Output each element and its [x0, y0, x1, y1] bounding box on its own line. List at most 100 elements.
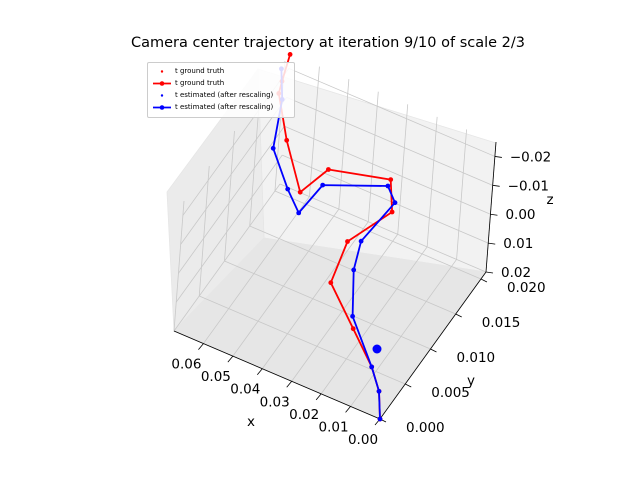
x-gridline-floor [350, 259, 457, 407]
z-tick-mark [485, 271, 494, 274]
x-tick-mark [227, 355, 234, 363]
x-tick-mark [198, 343, 204, 350]
trajectory-point [326, 167, 331, 172]
trajectory-point [369, 364, 375, 370]
trajectory-point [358, 238, 364, 244]
trajectory-point [284, 137, 290, 143]
legend-item-gt-points: t ground truth [151, 66, 295, 77]
trajectory-line [272, 68, 396, 420]
z-tick-mark [488, 242, 496, 245]
trajectory-point [328, 280, 334, 286]
z-gridline-back [282, 154, 489, 244]
trajectory-start-point [372, 344, 382, 354]
trajectory-point [345, 239, 350, 244]
y-tick-label: 0.010 [456, 350, 495, 366]
x-gridline-back [426, 116, 438, 247]
trajectory-point [388, 177, 394, 183]
z-tick-mark [494, 156, 502, 158]
legend: t ground truth t ground truth t estimate… [147, 62, 295, 118]
trajectory-point [287, 52, 293, 57]
grid-lines [173, 60, 497, 420]
trajectory-point [385, 183, 391, 189]
y-tick-label: 0.005 [431, 385, 470, 401]
z-tick-mark [492, 184, 500, 187]
blue-line-marker-icon [153, 105, 171, 110]
trajectory-point [297, 189, 303, 195]
z-axis-label: z [546, 192, 553, 208]
trajectory-point [350, 326, 356, 332]
x-gridline-back [338, 79, 350, 210]
trajectory-point [351, 267, 357, 273]
y-tick-mark [480, 278, 488, 283]
y-tick-label: 0.020 [507, 280, 546, 296]
x-tick-label: 0.01 [319, 419, 349, 435]
trajectory-point [285, 186, 291, 192]
y-tick-label: 0.015 [482, 315, 521, 331]
trajectory-point [350, 313, 355, 319]
x-tick-label: 0.00 [348, 432, 378, 448]
x-axis-label: x [247, 414, 255, 430]
red-dot-marker-icon [160, 70, 164, 73]
x-tick-label: 0.06 [171, 357, 201, 373]
legend-label: t ground truth [175, 79, 225, 87]
x-gridline-floor [320, 246, 428, 395]
x-tick-label: 0.05 [201, 369, 231, 385]
z-gridline-left [173, 183, 281, 332]
legend-label: t estimated (after rescaling) [175, 91, 274, 99]
z-tick-mark [490, 213, 498, 216]
y-gridline-floor [224, 260, 431, 350]
x-tick-label: 0.02 [289, 407, 319, 423]
legend-item-gt-line: t ground truth [151, 78, 295, 89]
x-tick-mark [256, 368, 263, 375]
y-tick-mark [430, 348, 437, 353]
x-gridline-floor [232, 208, 340, 357]
trajectory-point [296, 210, 302, 216]
trajectory-point [376, 388, 382, 394]
x-tick-label: 0.04 [230, 382, 260, 398]
z-axis-line [485, 141, 497, 273]
y-gridline-left [198, 165, 210, 297]
y-tick-label: 0.000 [406, 420, 445, 436]
chart-title: Camera center trajectory at iteration 9/… [130, 35, 526, 51]
trajectory-point [392, 200, 398, 206]
x-tick-mark [345, 406, 351, 413]
y-tick-mark [455, 313, 462, 318]
y-gridline-floor [199, 295, 406, 385]
y-gridline-floor [274, 190, 482, 280]
trajectory-point [320, 182, 326, 188]
z-gridline-back [288, 68, 496, 157]
z-tick-label: −0.02 [510, 149, 551, 165]
x-gridline-floor [291, 234, 399, 382]
x-tick-mark [286, 381, 293, 388]
z-gridline-back [284, 125, 491, 215]
z-gridline-left [175, 154, 283, 303]
z-gridline-left [178, 125, 285, 274]
legend-item-est-line: t estimated (after rescaling) [151, 102, 295, 113]
z-tick-label: 0.00 [505, 207, 535, 223]
x-gridline-back [397, 104, 409, 235]
tick-labels: 0.060.050.040.030.020.010.000.0000.0050.… [171, 149, 551, 448]
z-gridline-left [180, 97, 287, 245]
x-tick-label: 0.03 [260, 394, 290, 410]
y-axis-line [379, 271, 487, 420]
trajectory-point [270, 145, 276, 151]
x-gridline-back [456, 129, 467, 260]
z-tick-label: 0.01 [503, 236, 533, 252]
y-gridline-left [224, 130, 235, 262]
trajectory-point [389, 209, 395, 215]
red-line-marker-icon [153, 81, 171, 86]
legend-label: t estimated (after rescaling) [175, 103, 274, 111]
legend-item-est-points: t estimated (after rescaling) [151, 90, 295, 101]
z-gridline-back [286, 96, 493, 186]
x-tick-mark [315, 393, 322, 401]
y-axis-label: y [467, 373, 475, 389]
z-tick-label: 0.02 [501, 265, 531, 281]
z-gridline-back [279, 183, 487, 273]
x-axis-line [173, 330, 381, 420]
x-gridline-floor [203, 196, 310, 344]
x-gridline-back [367, 91, 379, 222]
z-tick-label: −0.01 [508, 178, 549, 194]
blue-dot-marker-icon [160, 94, 164, 97]
x-gridline-floor [261, 221, 369, 369]
